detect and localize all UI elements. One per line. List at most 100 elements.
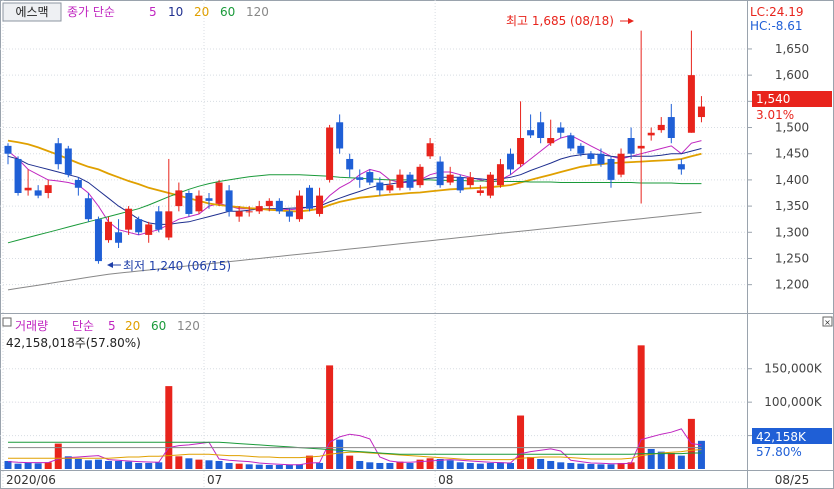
volume-bar[interactable]	[436, 458, 444, 469]
volume-bar[interactable]	[64, 456, 72, 469]
candle[interactable]	[74, 177, 82, 196]
candle[interactable]	[255, 200, 263, 214]
candle[interactable]	[205, 193, 213, 209]
candle[interactable]	[627, 127, 635, 159]
candle[interactable]	[567, 132, 575, 152]
volume-bar[interactable]	[366, 462, 374, 469]
candle[interactable]	[135, 216, 143, 235]
candle[interactable]	[617, 148, 625, 178]
volume-bar[interactable]	[527, 456, 535, 469]
candle[interactable]	[366, 169, 374, 186]
candle[interactable]	[677, 158, 685, 175]
ticker-button[interactable]	[2, 2, 62, 22]
volume-bar[interactable]	[617, 462, 625, 469]
candle[interactable]	[537, 111, 545, 144]
candle[interactable]	[275, 198, 283, 214]
volume-bar[interactable]	[215, 460, 223, 469]
candle[interactable]	[34, 185, 42, 199]
volume-bar[interactable]	[376, 462, 384, 469]
volume-ma-period-60[interactable]: 60	[151, 319, 166, 333]
candle[interactable]	[225, 185, 233, 217]
candle[interactable]	[446, 166, 454, 186]
volume-toggle-icon[interactable]	[2, 317, 12, 327]
volume-bar[interactable]	[677, 455, 685, 469]
volume-bar[interactable]	[426, 458, 434, 469]
candle[interactable]	[517, 101, 525, 167]
volume-ma-period-5[interactable]: 5	[108, 319, 116, 333]
candle[interactable]	[486, 172, 494, 199]
volume-bar[interactable]	[406, 462, 414, 469]
candle[interactable]	[346, 153, 354, 178]
volume-bar[interactable]	[346, 455, 354, 469]
candle[interactable]	[326, 124, 334, 183]
candle[interactable]	[436, 156, 444, 188]
candle[interactable]	[416, 164, 424, 188]
candle[interactable]	[667, 103, 675, 144]
volume-bar[interactable]	[697, 440, 705, 469]
candle[interactable]	[316, 187, 324, 217]
candle[interactable]	[195, 190, 203, 214]
volume-bar[interactable]	[255, 464, 263, 469]
candle[interactable]	[155, 206, 163, 233]
candle[interactable]	[376, 177, 384, 196]
volume-bar[interactable]	[597, 464, 605, 469]
volume-bar[interactable]	[145, 462, 153, 469]
volume-bar[interactable]	[14, 463, 22, 469]
candle[interactable]	[64, 145, 72, 178]
volume-bar[interactable]	[155, 462, 163, 469]
candle[interactable]	[557, 122, 565, 138]
volume-ma-period-20[interactable]: 20	[125, 319, 140, 333]
candle[interactable]	[105, 216, 112, 243]
volume-bar[interactable]	[336, 439, 344, 469]
volume-bar[interactable]	[657, 451, 665, 469]
candle[interactable]	[687, 30, 695, 133]
volume-bar[interactable]	[54, 443, 62, 469]
volume-bar[interactable]	[577, 463, 585, 469]
candle[interactable]	[527, 114, 535, 138]
candle[interactable]	[285, 208, 293, 222]
candle[interactable]	[406, 172, 414, 191]
volume-bar[interactable]	[74, 458, 82, 469]
volume-bar[interactable]	[135, 462, 143, 469]
volume-bar[interactable]	[265, 464, 273, 469]
volume-bar[interactable]	[235, 463, 243, 469]
candle[interactable]	[265, 198, 273, 212]
candle[interactable]	[426, 138, 434, 159]
volume-bar[interactable]	[547, 460, 555, 469]
candle[interactable]	[14, 156, 22, 196]
volume-bar[interactable]	[486, 462, 494, 469]
volume-bar[interactable]	[496, 462, 504, 469]
candle[interactable]	[336, 114, 344, 154]
candle[interactable]	[295, 190, 303, 222]
volume-bar[interactable]	[476, 463, 484, 469]
volume-bar[interactable]	[225, 462, 233, 469]
volume-bar[interactable]	[456, 462, 464, 469]
volume-bar[interactable]	[295, 464, 303, 469]
candle[interactable]	[165, 158, 173, 241]
candle[interactable]	[356, 169, 364, 188]
volume-bar[interactable]	[125, 461, 133, 469]
volume-bar[interactable]	[175, 456, 183, 469]
candle[interactable]	[245, 206, 253, 217]
ma-period-60[interactable]: 60	[220, 5, 235, 19]
candle[interactable]	[215, 179, 223, 207]
volume-bar[interactable]	[637, 345, 645, 469]
candle[interactable]	[145, 221, 153, 243]
candle[interactable]	[647, 127, 655, 141]
candle[interactable]	[597, 148, 605, 167]
volume-bar[interactable]	[94, 459, 102, 469]
volume-bar[interactable]	[356, 460, 364, 469]
volume-bar[interactable]	[627, 462, 635, 469]
volume-bar[interactable]	[275, 464, 283, 469]
volume-bar[interactable]	[24, 462, 32, 469]
volume-bar[interactable]	[34, 463, 42, 469]
volume-bar[interactable]	[537, 458, 545, 469]
volume-bar[interactable]	[466, 462, 474, 469]
candle[interactable]	[466, 172, 474, 188]
candle[interactable]	[84, 193, 92, 222]
candle[interactable]	[396, 169, 404, 191]
volume-bar[interactable]	[446, 460, 454, 469]
volume-bar[interactable]	[306, 455, 313, 469]
volume-bar[interactable]	[647, 448, 655, 469]
volume-bar[interactable]	[44, 462, 52, 469]
